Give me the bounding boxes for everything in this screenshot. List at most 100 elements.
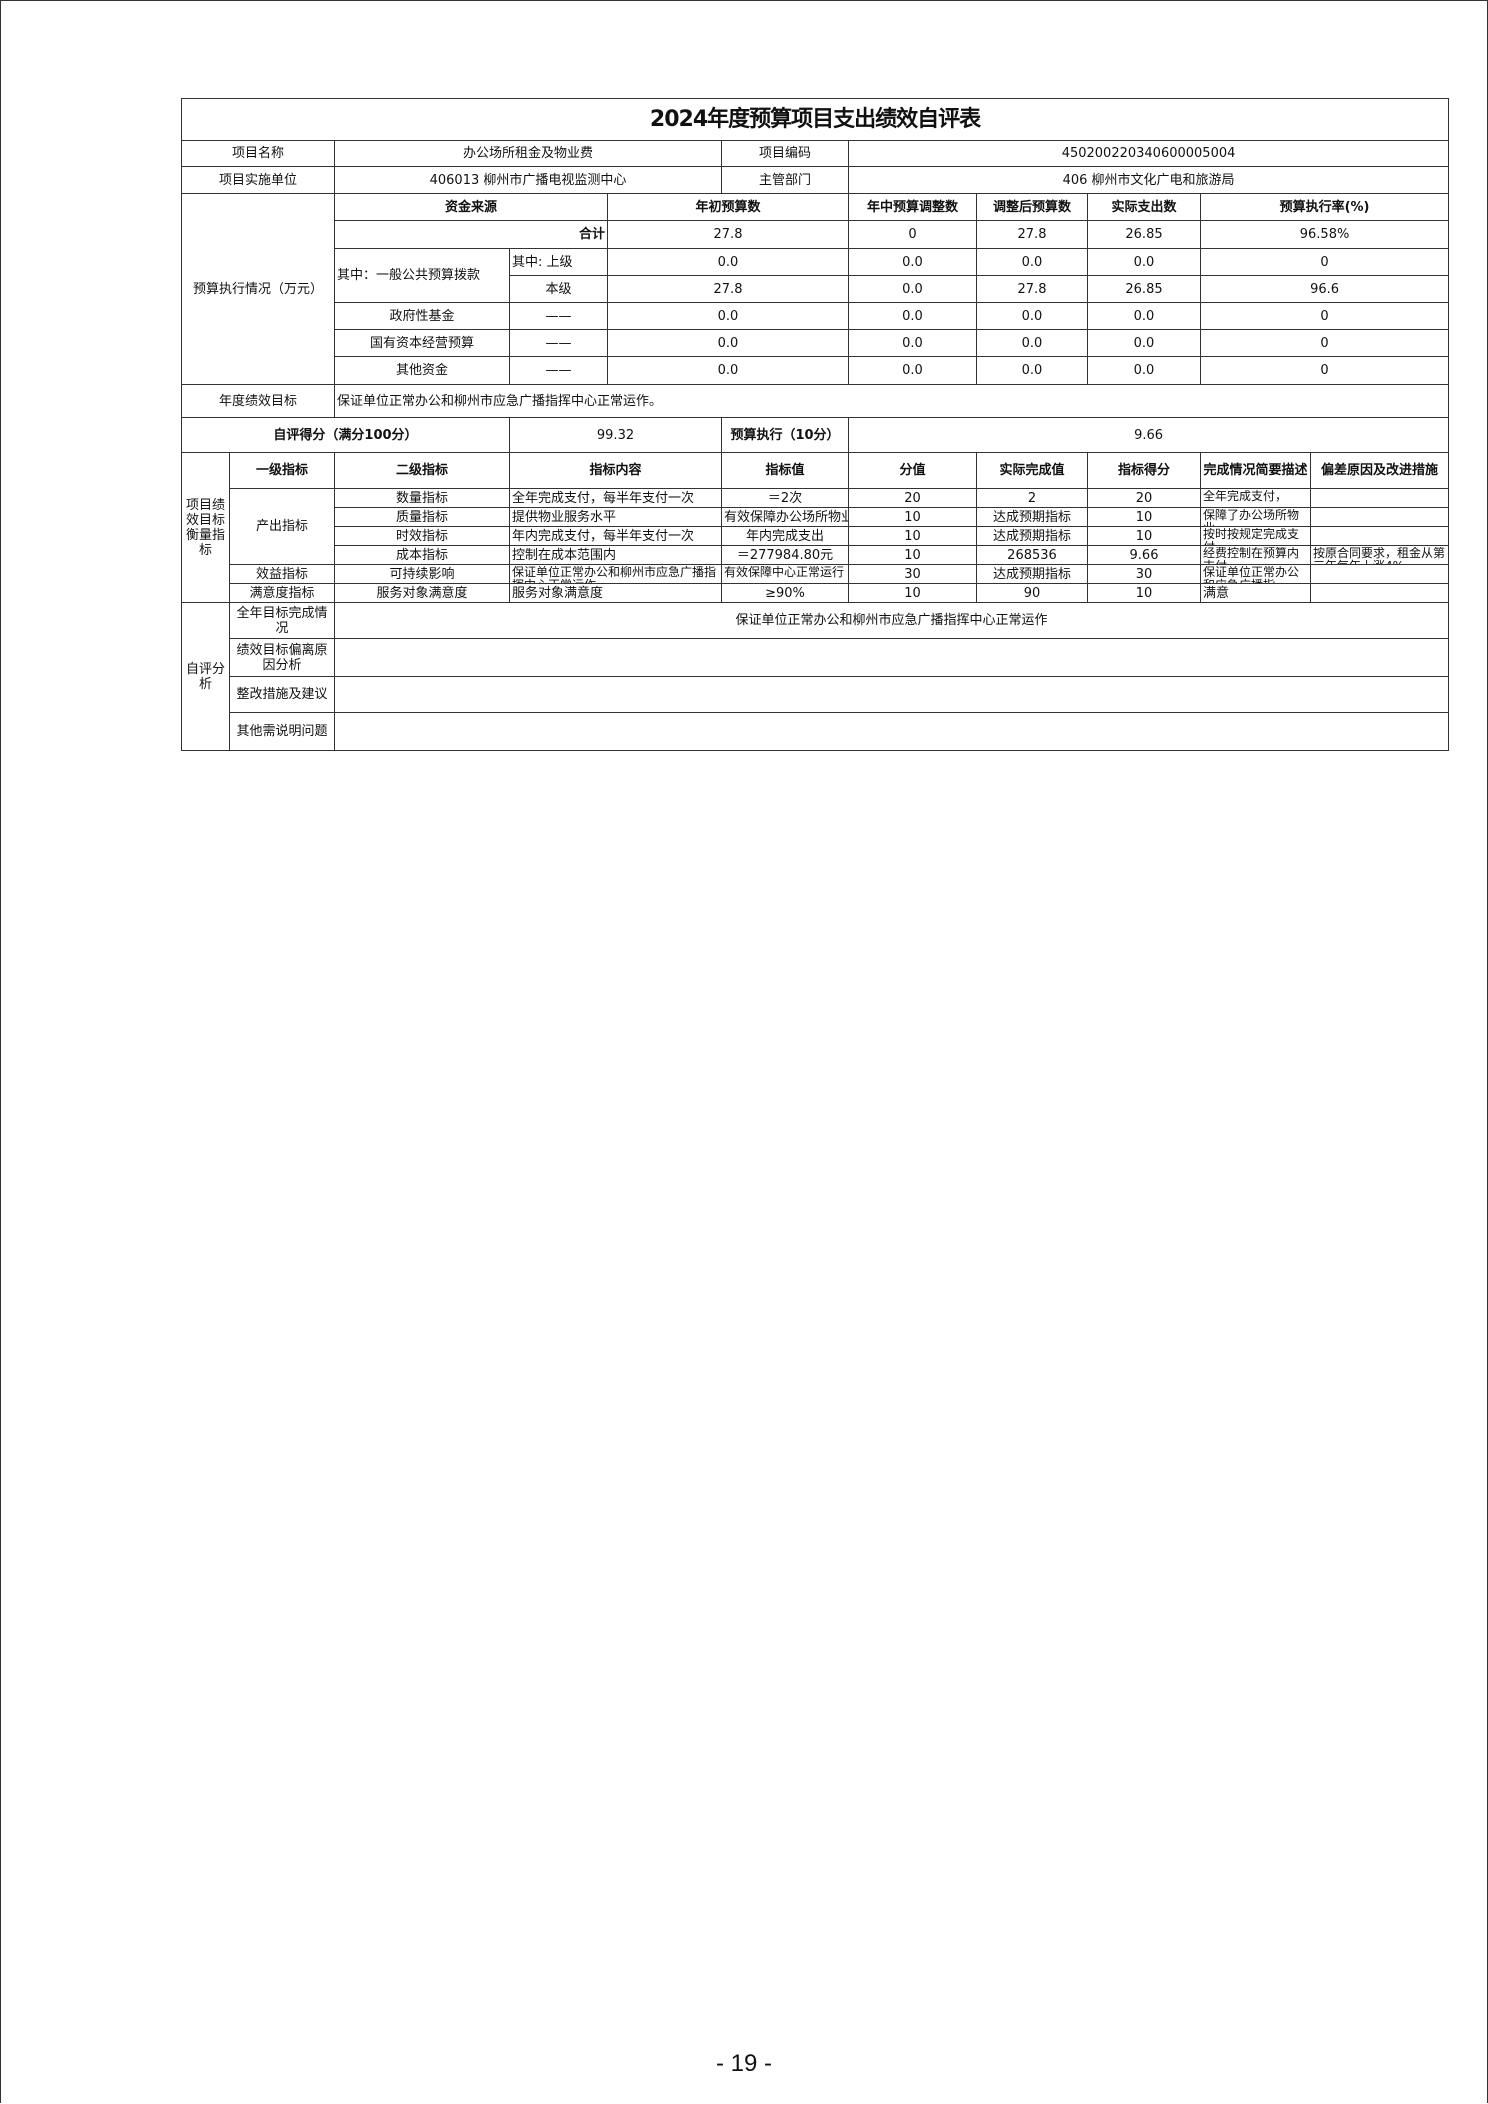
indicator-weight: 10	[848, 583, 977, 603]
budget-cell: 0	[1199, 329, 1450, 357]
analysis-text: 保证单位正常办公和柳州市应急广播指挥中心正常运作	[333, 602, 1450, 639]
indicator-desc: 保障了办公场所物业	[1203, 508, 1300, 526]
indicator-weight: 10	[848, 526, 977, 546]
indicator-section-label: 项目绩效目标衡量指标	[181, 452, 230, 603]
dept: 406 柳州市文化广电和旅游局	[847, 166, 1450, 194]
indicator-content: 提供物业服务水平	[509, 507, 722, 527]
budget-cell: 0	[1199, 248, 1450, 276]
indicator-target: ＝2次	[721, 488, 849, 508]
indicator-score: 9.66	[1087, 545, 1201, 565]
indicator-content: 服务对象满意度	[509, 583, 722, 603]
budget-cell: 0.0	[607, 248, 849, 276]
budget-cell: 26.85	[1087, 220, 1201, 249]
unit: 406013 柳州市广播电视监测中心	[334, 166, 722, 194]
indicator-l2: 时效指标	[334, 526, 510, 546]
budget-row-sub: 其中: 上级	[509, 248, 608, 276]
indicator-weight: 20	[848, 488, 977, 508]
indicator-l2: 质量指标	[334, 507, 510, 527]
goal-text: 保证单位正常办公和柳州市应急广播指挥中心正常运作。	[333, 384, 1450, 418]
budget-cell: 0.0	[1087, 248, 1201, 276]
indicator-target: 有效保障中心正常运行	[724, 565, 845, 579]
unit-label: 项目实施单位	[181, 166, 335, 194]
indicator-l2: 数量指标	[334, 488, 510, 508]
budget-row-sub: ——	[509, 329, 608, 357]
indicator-target: 年内完成支出	[721, 526, 849, 546]
analysis-text	[333, 638, 1450, 677]
exec-score-label: 预算执行（10分）	[721, 417, 849, 453]
budget-cell: 96.6	[1199, 275, 1450, 303]
budget-cell: 0.0	[848, 302, 977, 330]
budget-cell: 0	[1199, 356, 1450, 385]
dept-label: 主管部门	[721, 166, 849, 194]
indicator-header: 偏差原因及改进措施	[1309, 452, 1450, 489]
budget-cell: 27.8	[607, 275, 849, 303]
indicator-score: 20	[1087, 488, 1201, 508]
indicator-score: 10	[1087, 583, 1201, 603]
budget-row-sub: 本级	[509, 275, 608, 303]
budget-cell: 0.0	[607, 356, 849, 385]
indicator-desc: 全年完成支付，	[1203, 489, 1288, 503]
indicator-reason	[1313, 528, 1446, 545]
indicator-l1: 产出指标	[229, 488, 335, 565]
budget-cell: 0.0	[1087, 356, 1201, 385]
project-name: 办公场所租金及物业费	[334, 140, 722, 167]
analysis-label: 全年目标完成情况	[229, 602, 335, 639]
budget-cell: 0.0	[976, 329, 1088, 357]
budget-header: 调整后预算数	[976, 193, 1088, 221]
indicator-header: 二级指标	[334, 452, 510, 489]
indicator-l1: 满意度指标	[229, 583, 335, 603]
budget-section-label: 预算执行情况（万元）	[181, 193, 335, 385]
budget-cell: 0.0	[976, 356, 1088, 385]
budget-row-sub: ——	[509, 356, 608, 385]
budget-row-label: 其他资金	[334, 356, 510, 385]
indicator-target: 有效保障办公场所物业	[721, 507, 849, 527]
budget-row-label: 合计	[334, 220, 608, 249]
indicator-l1: 效益指标	[229, 564, 335, 584]
indicator-header: 指标内容	[509, 452, 722, 489]
budget-header: 预算执行率(%)	[1199, 193, 1450, 221]
indicator-desc: 经费控制在预算内支付	[1203, 546, 1300, 564]
budget-cell: 27.8	[976, 220, 1088, 249]
indicator-score: 10	[1087, 507, 1201, 527]
indicator-header: 指标值	[721, 452, 849, 489]
indicator-desc: 保证单位正常办公和应急广播指	[1203, 565, 1300, 583]
indicator-content: 全年完成支付，每半年支付一次	[509, 488, 722, 508]
analysis-text	[333, 676, 1450, 713]
indicator-reason	[1313, 509, 1446, 526]
budget-header: 实际支出数	[1087, 193, 1201, 221]
indicator-score: 30	[1087, 564, 1201, 584]
exec-score-value: 9.66	[847, 417, 1450, 453]
indicator-reason	[1309, 583, 1450, 603]
indicator-header: 实际完成值	[976, 452, 1088, 489]
analysis-section-label: 自评分析	[181, 602, 230, 751]
analysis-label: 绩效目标偏离原因分析	[229, 638, 335, 677]
indicator-weight: 10	[848, 545, 977, 565]
budget-cell: 27.8	[607, 220, 849, 249]
indicator-actual: 2	[976, 488, 1088, 508]
table-title: 2024年度预算项目支出绩效自评表	[180, 98, 1450, 141]
project-code: 450200220340600005004	[847, 140, 1450, 167]
budget-cell: 27.8	[976, 275, 1088, 303]
indicator-desc: 满意	[1200, 583, 1311, 603]
budget-cell: 0.0	[848, 275, 977, 303]
budget-cell: 0.0	[848, 248, 977, 276]
analysis-label: 其他需说明问题	[229, 712, 335, 751]
score-value: 99.32	[509, 417, 722, 453]
budget-cell: 0.0	[976, 302, 1088, 330]
indicator-content: 保证单位正常办公和柳州市应急广播指挥中心正常运作	[512, 565, 717, 583]
page-number: - 19 -	[715, 2050, 772, 2077]
indicator-target: ＝277984.80元	[721, 545, 849, 565]
budget-cell: 0	[848, 220, 977, 249]
general-budget-label: 其中：一般公共预算拨款	[334, 248, 510, 303]
indicator-header: 完成情况简要描述	[1200, 452, 1311, 489]
self-evaluation-table: 2024年度预算项目支出绩效自评表 项目名称 办公场所租金及物业费 项目编码 4…	[180, 98, 1450, 751]
indicator-score: 10	[1087, 526, 1201, 546]
indicator-content: 控制在成本范围内	[509, 545, 722, 565]
budget-cell: 0.0	[607, 329, 849, 357]
indicator-header: 分值	[848, 452, 977, 489]
indicator-weight: 30	[848, 564, 977, 584]
budget-cell: 0.0	[848, 329, 977, 357]
indicator-reason	[1313, 566, 1446, 583]
project-name-label: 项目名称	[181, 140, 335, 167]
budget-row-label: 国有资本经营预算	[334, 329, 510, 357]
